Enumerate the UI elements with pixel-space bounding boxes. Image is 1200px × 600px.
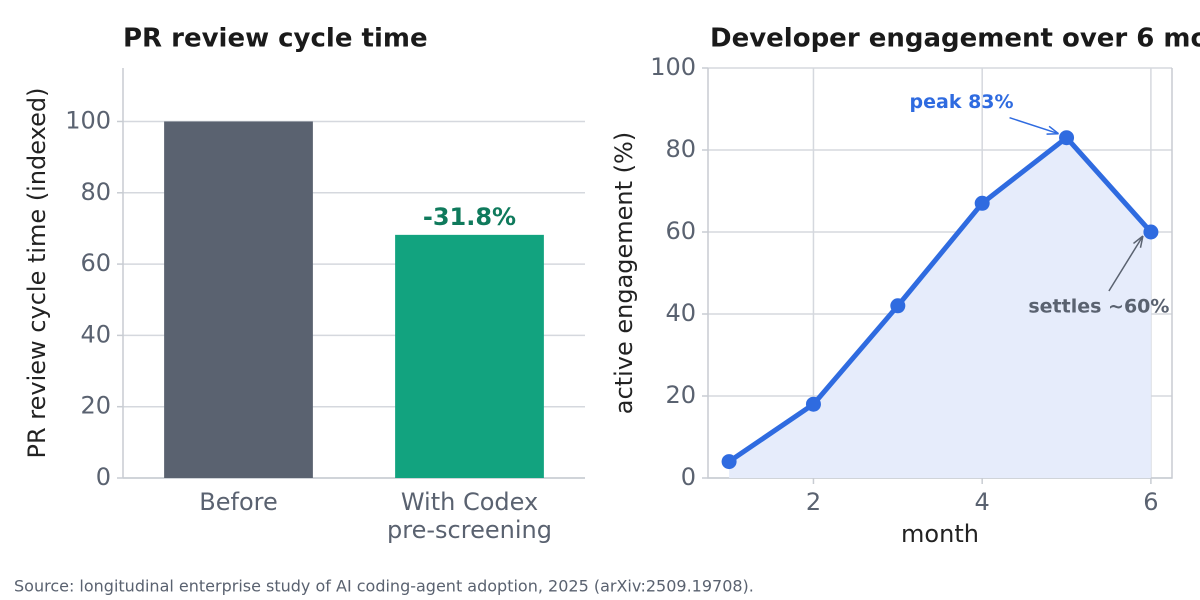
annotation-arrowhead (1046, 125, 1060, 135)
y-axis-label: PR review cycle time (indexed) (23, 88, 51, 459)
point (805, 396, 821, 412)
y-tick-label: 0 (681, 463, 696, 491)
source-note: Source: longitudinal enterprise study of… (14, 577, 754, 596)
bar (164, 121, 313, 478)
y-tick-label: 40 (665, 299, 696, 327)
y-tick-label: 20 (665, 381, 696, 409)
x-tick-label: 4 (975, 488, 990, 516)
point (974, 195, 990, 211)
point (1143, 224, 1159, 240)
y-axis-label: active engagement (%) (610, 132, 638, 414)
annotation-arrow (1108, 235, 1144, 292)
x-tick-label: 6 (1143, 488, 1158, 516)
area (729, 137, 1151, 478)
bar-annotation: -31.8% (423, 203, 516, 231)
chart-title: Developer engagement over 6 months (710, 24, 1200, 54)
y-tick-label: 40 (80, 320, 111, 348)
annotation: settles ~60% (1028, 296, 1169, 318)
point (1059, 130, 1075, 146)
chart-title: PR review cycle time (123, 24, 428, 54)
y-tick-label: 20 (80, 392, 111, 420)
y-tick-label: 100 (650, 53, 696, 81)
x-tick-label: With Codex pre-screening (387, 488, 552, 544)
point (721, 454, 737, 470)
y-tick-label: 60 (665, 217, 696, 245)
x-tick-label-line: Before (199, 488, 277, 516)
y-tick-label: 60 (80, 249, 111, 277)
x-tick-label: Before (199, 488, 277, 516)
x-tick-label-line: With Codex (401, 488, 538, 516)
annotation: peak 83% (910, 91, 1014, 113)
x-tick-label: 2 (806, 488, 821, 516)
y-tick-label: 80 (665, 135, 696, 163)
annotation-arrow (1009, 116, 1059, 135)
point (890, 298, 906, 314)
annotation-arrowhead (1133, 235, 1144, 248)
x-axis-label: month (901, 520, 979, 548)
line (727, 135, 1153, 464)
y-tick-label: 80 (80, 178, 111, 206)
bar (395, 234, 544, 478)
x-tick-label-line: pre-screening (387, 516, 552, 544)
y-tick-label: 0 (96, 463, 111, 491)
y-tick-label: 100 (65, 106, 111, 134)
